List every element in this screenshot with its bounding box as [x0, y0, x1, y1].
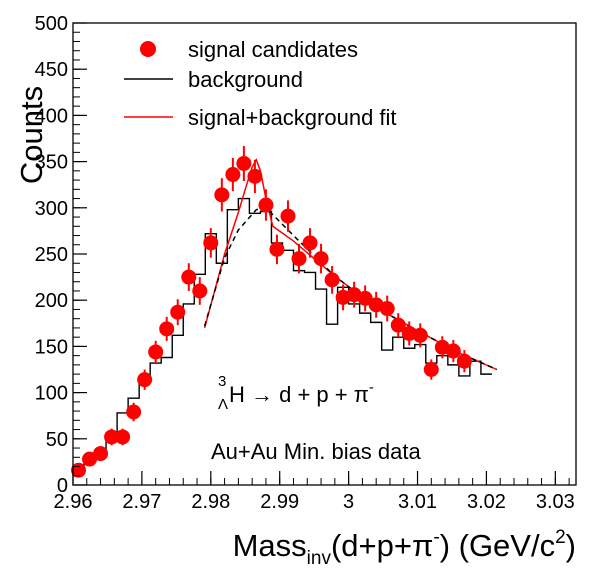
x-axis-label-sup2: 2 — [555, 527, 566, 548]
x-axis-label-main: Mass — [233, 528, 307, 563]
x-tick-label: 3.01 — [398, 491, 437, 513]
legend-marker-signal — [140, 41, 156, 57]
reaction-annotation: 3 Λ H → d + p + π- — [218, 373, 374, 413]
y-tick-label: 300 — [35, 198, 68, 220]
data-point — [324, 272, 340, 288]
x-tick-label: 2.96 — [54, 491, 93, 513]
y-tick-label: 150 — [35, 336, 68, 358]
data-point — [401, 325, 417, 341]
y-tick-label: 0 — [57, 475, 68, 497]
ticks-layer: 2.96 2.97 2.98 2.99 3 3.01 3.02 3.03 0 50 100 150 20… — [35, 13, 575, 513]
reaction-sub: Λ — [218, 396, 228, 413]
data-point — [247, 168, 263, 184]
x-axis-label: Massinv(d+p+π-) (GeV/c2) — [233, 527, 576, 569]
data-point — [236, 155, 252, 171]
data-point — [379, 301, 395, 317]
y-tick-label: 200 — [35, 290, 68, 312]
data-point — [137, 372, 153, 388]
x-axis-label-sup: - — [433, 527, 439, 548]
y-tick-label: 400 — [35, 105, 68, 127]
data-point — [192, 283, 208, 299]
data-point — [170, 304, 186, 320]
data-layer — [71, 145, 498, 478]
dataset-annotation: Au+Au Min. bias data — [211, 439, 422, 464]
reaction-text-sup: - — [369, 379, 374, 396]
x-tick-label: 3 — [343, 491, 354, 513]
data-point — [104, 429, 120, 445]
x-tick-label: 2.97 — [122, 491, 161, 513]
legend-label-fit: signal+background fit — [188, 105, 397, 130]
data-point — [115, 429, 131, 445]
data-point — [390, 317, 406, 333]
x-tick-label: 2.98 — [191, 491, 230, 513]
y-tick-label: 250 — [35, 244, 68, 266]
data-point — [181, 269, 197, 285]
data-point — [203, 235, 219, 251]
reaction-text: H → d + p + π- — [229, 379, 374, 407]
data-point — [445, 343, 461, 359]
y-tick-label: 50 — [46, 429, 68, 451]
data-point — [313, 251, 329, 267]
y-tick-label: 100 — [35, 383, 68, 405]
data-point — [412, 327, 428, 343]
legend-label-signal: signal candidates — [188, 37, 358, 62]
x-axis-label-rest-c: ) — [566, 528, 576, 563]
reaction-sup: 3 — [218, 373, 226, 390]
legend: signal candidates background signal+back… — [124, 37, 397, 130]
data-point — [225, 167, 241, 183]
x-tick-label: 3.03 — [536, 491, 575, 513]
data-point — [159, 321, 175, 337]
x-axis-label-rest-b: ) (GeV/c — [440, 528, 555, 563]
data-point — [126, 404, 142, 420]
data-point — [148, 344, 164, 360]
x-tick-label: 3.02 — [467, 491, 506, 513]
data-point — [302, 235, 318, 251]
x-axis-label-sub: inv — [307, 548, 332, 569]
y-tick-label: 350 — [35, 152, 68, 174]
y-tick-label: 500 — [35, 13, 68, 35]
data-point — [280, 208, 296, 224]
x-axis-label-rest-a: (d+p+π — [331, 528, 433, 563]
data-point — [357, 290, 373, 306]
legend-label-background: background — [188, 67, 303, 92]
background-fit-curve — [203, 206, 498, 371]
data-point — [456, 353, 472, 369]
data-point — [214, 187, 230, 203]
y-axis-label: Counts — [14, 86, 49, 184]
reaction-text-main: H → d + p + π — [229, 382, 369, 407]
data-point — [93, 446, 109, 462]
y-tick-label: 450 — [35, 59, 68, 81]
x-tick-label: 2.99 — [260, 491, 299, 513]
data-point — [269, 241, 285, 257]
data-point — [423, 362, 439, 377]
data-point — [291, 251, 307, 267]
data-point — [258, 197, 274, 213]
